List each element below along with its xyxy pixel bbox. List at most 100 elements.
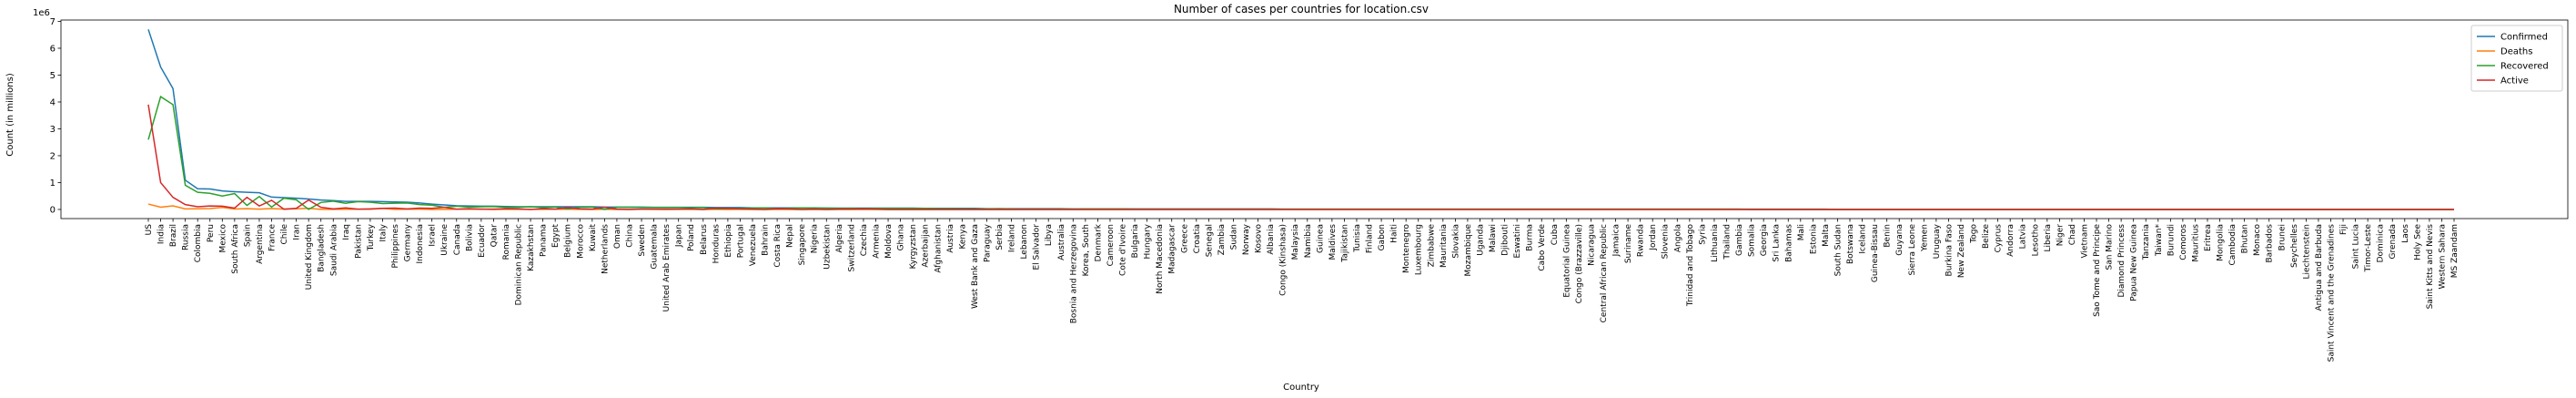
x-tick-label: Bosnia and Herzegovina [1069, 224, 1078, 323]
x-tick-label: Vietnam [2080, 224, 2089, 259]
x-tick-label: Fiji [2339, 224, 2349, 235]
x-tick-label: Djibouti [1501, 224, 1510, 256]
x-tick-label: Azerbaijan [922, 224, 931, 268]
x-tick-label: Bulgaria [1131, 224, 1140, 258]
x-tick-label: Rwanda [1637, 224, 1646, 257]
x-tick-label: Egypt [551, 224, 561, 248]
x-tick-label: Bahamas [1784, 224, 1793, 262]
y-tick-label: 2 [50, 151, 56, 161]
x-tick-label: Cote d'Ivoire [1119, 224, 1128, 276]
x-tick-label: Central African Republic [1600, 224, 1609, 322]
x-tick-label: Andorra [2006, 224, 2015, 257]
x-tick-label: Monaco [2253, 224, 2262, 256]
x-axis-label: Country [1283, 383, 1319, 393]
x-tick-label: Guinea [1316, 224, 1325, 253]
x-tick-label: Seychelles [2290, 224, 2299, 268]
x-tick-label: Paraguay [983, 223, 992, 262]
x-tick-label: Tajikistan [1340, 224, 1349, 263]
y-tick-label: 7 [50, 17, 56, 27]
legend-box [2470, 25, 2563, 92]
chart-title: Number of cases per countries for locati… [1174, 3, 1429, 15]
x-tick-label: Oman [613, 224, 622, 249]
x-tick-label: Moldova [884, 224, 894, 259]
x-tick-label: Botswana [1846, 224, 1855, 264]
x-tick-label: US [145, 224, 154, 236]
x-tick-label: Diamond Princess [2117, 224, 2126, 298]
x-tick-label: Cambodia [2228, 224, 2238, 266]
x-tick-label: Tanzania [2142, 224, 2151, 260]
x-tick-label: Israel [429, 224, 438, 247]
x-tick-label: Yemen [1920, 224, 1929, 252]
x-tick-label: United Arab Emirates [662, 224, 672, 312]
x-tick-label: Lithuania [1711, 224, 1720, 262]
x-tick-label: Comoros [2179, 224, 2188, 260]
x-tick-label: Malawi [1489, 224, 1498, 252]
x-tick-label: Japan [675, 224, 684, 248]
x-tick-label: Venezuela [749, 224, 758, 266]
x-tick-label: Brazil [169, 224, 178, 247]
x-tick-label: Belize [1982, 224, 1991, 249]
x-tick-label: Saint Kitts and Nevis [2426, 224, 2435, 310]
x-tick-label: Korea, South [1082, 224, 1091, 276]
x-tick-label: Montenegro [1402, 224, 1411, 273]
x-tick-label: Mali [1797, 224, 1806, 240]
x-tick-label: Guinea-Bissau [1871, 224, 1880, 282]
x-tick-label: Grenada [2389, 224, 2398, 259]
x-tick-label: Algeria [835, 224, 844, 253]
x-tick-label: Uganda [1476, 224, 1485, 256]
x-tick-label: Burundi [2167, 224, 2176, 256]
y-tick-label: 4 [50, 97, 56, 107]
x-tick-label: Armenia [872, 224, 881, 259]
x-tick-label: Uzbekistan [823, 224, 832, 270]
x-tick-label: Ghana [897, 224, 906, 250]
x-tick-label: Qatar [490, 224, 499, 248]
x-tick-label: Madagascar [1168, 224, 1177, 274]
x-tick-label: Cameroon [1106, 224, 1116, 266]
x-tick-label: Turkey [367, 223, 376, 251]
x-tick-label: Nepal [786, 224, 795, 248]
x-tick-label: Panama [540, 224, 549, 257]
x-tick-label: Sao Tome and Principe [2093, 224, 2102, 317]
x-tick-label: Spain [243, 224, 252, 247]
x-tick-label: Colombia [194, 224, 203, 262]
x-tick-label: India [157, 224, 167, 244]
plot-area [60, 19, 2569, 219]
x-tick-label: Sri Lanka [1773, 224, 1782, 262]
x-tick-label: United Kingdom [305, 224, 314, 290]
x-tick-label: Namibia [1304, 224, 1313, 258]
x-tick-label: Sierra Leone [1908, 224, 1917, 276]
x-tick-label: Chad [2068, 224, 2077, 245]
x-tick-label: France [268, 224, 278, 251]
x-tick-label: Poland [687, 224, 696, 251]
y-tick-label: 5 [50, 71, 56, 81]
x-tick-label: Romania [502, 224, 511, 260]
x-tick-label: Liberia [2044, 224, 2053, 251]
x-tick-label: Eswatini [1513, 224, 1522, 259]
x-tick-label: Kenya [958, 224, 967, 250]
x-tick-label: Iceland [1859, 224, 1868, 254]
x-tick-label: Jordan [1649, 224, 1658, 251]
x-tick-label: Uruguay [1933, 223, 1942, 259]
x-tick-label: Trinidad and Tobago [1686, 224, 1695, 308]
x-tick-label: Nigeria [811, 224, 820, 253]
x-tick-label: Pakistan [354, 224, 363, 259]
x-tick-label: Canada [453, 224, 462, 255]
x-tick-label: Malta [1822, 224, 1831, 247]
series-line [147, 95, 2454, 210]
x-tick-label: Mauritius [2191, 224, 2200, 262]
y-axis-label: Count (in millions) [5, 73, 15, 157]
x-tick-label: Ethiopia [724, 224, 733, 258]
x-tick-label: Mongolia [2217, 224, 2226, 261]
x-tick-label: Zambia [1217, 224, 1227, 255]
x-tick-label: Burma [1526, 224, 1535, 251]
x-tick-label: Georgia [1760, 224, 1769, 256]
x-tick-label: Portugal [736, 224, 745, 258]
x-tick-label: MS Zaandam [2450, 224, 2460, 278]
x-tick-label: Lebanon [1020, 224, 1029, 260]
x-tick-label: Hungary [1144, 223, 1153, 259]
x-tick-label: Mozambique [1464, 224, 1473, 277]
x-tick-label: Belarus [700, 224, 709, 255]
x-tick-label: Togo [1970, 224, 1979, 244]
x-tick-label: Finland [1366, 224, 1375, 253]
